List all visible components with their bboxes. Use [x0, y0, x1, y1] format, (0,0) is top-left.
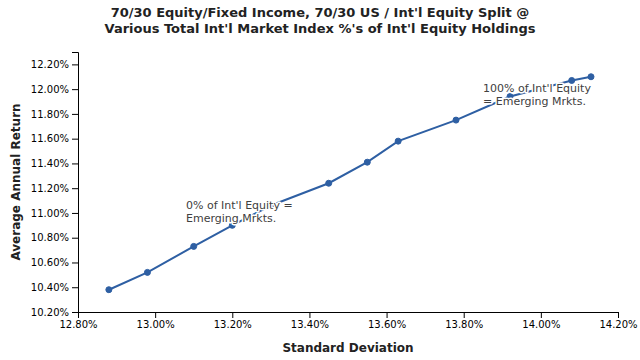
x-tick-mark [155, 312, 156, 318]
title: 70/30 Equity/Fixed Income, 70/30 US / In… [105, 5, 536, 36]
y-tick: 10.40% [31, 282, 78, 293]
y-tick-label: 10.40% [31, 282, 69, 293]
title-line: 70/30 Equity/Fixed Income, 70/30 US / In… [111, 5, 530, 20]
x-tick-label: 14.00% [522, 319, 560, 330]
point [588, 74, 594, 80]
x-tick-label: 13.80% [445, 319, 483, 330]
y-tick-label: 11.00% [31, 208, 69, 219]
y-tick: 10.20% [31, 307, 78, 318]
y-tick-label: 11.80% [31, 109, 69, 120]
annotation-line: Emerging Mrkts. [186, 212, 276, 225]
x-tick-mark [618, 312, 619, 318]
annotation-line: 0% of Int'l Equity = [186, 199, 293, 212]
x-axis-line [79, 313, 619, 319]
chart: 70/30 Equity/Fixed Income, 70/30 US / In… [0, 0, 640, 360]
point [326, 180, 332, 186]
x-tick: 14.00% [522, 312, 560, 330]
point [144, 269, 150, 275]
x-tick: 13.80% [445, 312, 483, 330]
x-tick-mark [387, 312, 388, 318]
y-tick: 11.00% [31, 208, 78, 219]
x-tick-label: 12.80% [59, 319, 97, 330]
y-tick-mark [72, 139, 78, 140]
y-tick: 12.00% [31, 84, 78, 95]
annotation: 100% of Int'l Equity= Emerging Mrkts. [483, 82, 591, 108]
y-tick-mark [72, 238, 78, 239]
y-tick-mark [72, 188, 78, 189]
x-tick-mark [464, 312, 465, 318]
x-tick-mark [541, 312, 542, 318]
y-tick: 10.60% [31, 257, 78, 268]
point [453, 117, 459, 123]
y-tick-label: 10.80% [31, 232, 69, 243]
y-axis-title: Average Annual Return [9, 103, 23, 260]
y-tick-mark [72, 312, 78, 313]
plot: 12.80% 13.00% 13.20% 13.40% 13.60% 13.80% 14.0… [31, 53, 638, 331]
y-tick-mark [72, 262, 78, 263]
y-tick-label: 10.20% [31, 307, 69, 318]
y-tick: 11.60% [31, 133, 78, 144]
annotation-line: = Emerging Mrkts. [483, 95, 586, 108]
y-tick-label: 11.60% [31, 133, 69, 144]
y-tick: 11.40% [31, 158, 78, 169]
x-tick-label: 13.60% [368, 319, 406, 330]
x-tick: 13.20% [214, 312, 252, 330]
x-axis-title: Standard Deviation [282, 341, 413, 355]
point [364, 159, 370, 165]
y-tick-mark [72, 114, 78, 115]
y-tick-mark [72, 163, 78, 164]
y-tick-label: 12.00% [31, 84, 69, 95]
point [191, 243, 197, 249]
y-tick: 10.80% [31, 232, 78, 243]
x-tick-mark [232, 312, 233, 318]
line [109, 77, 591, 290]
point [106, 287, 112, 293]
x-tick: 13.40% [291, 312, 329, 330]
y-axis-line [72, 53, 79, 313]
annotations: 0% of Int'l Equity =Emerging Mrkts. 100% … [186, 82, 591, 226]
y-axis: 10.20% 10.40% 10.60% 10.80% 11.00% 11.20% 11.4… [31, 53, 79, 318]
y-tick-mark [72, 89, 78, 90]
marks [106, 74, 594, 293]
y-tick-label: 10.60% [31, 257, 69, 268]
annotation-line: 100% of Int'l Equity [483, 82, 591, 95]
x-tick-label: 13.40% [291, 319, 329, 330]
x-tick: 13.00% [137, 312, 175, 330]
y-tick-label: 11.20% [31, 183, 69, 194]
y-tick: 11.20% [31, 183, 78, 194]
y-tick: 12.20% [31, 59, 78, 70]
title-line: Various Total Int'l Market Index %'s of … [105, 21, 536, 36]
x-tick-label: 13.00% [137, 319, 175, 330]
y-tick-mark [72, 213, 78, 214]
x-axis: 12.80% 13.00% 13.20% 13.40% 13.60% 13.80% 14.0… [59, 312, 637, 330]
y-tick-label: 12.20% [31, 59, 69, 70]
x-tick: 14.20% [599, 312, 637, 330]
point [395, 138, 401, 144]
y-tick-mark [72, 287, 78, 288]
y-tick-mark [72, 64, 78, 65]
x-tick-label: 14.20% [599, 319, 637, 330]
x-tick-mark [309, 312, 310, 318]
y-tick-label: 11.40% [31, 158, 69, 169]
y-tick: 11.80% [31, 109, 78, 120]
x-tick: 13.60% [368, 312, 406, 330]
annotation: 0% of Int'l Equity =Emerging Mrkts. [186, 199, 293, 225]
x-tick-label: 13.20% [214, 319, 252, 330]
